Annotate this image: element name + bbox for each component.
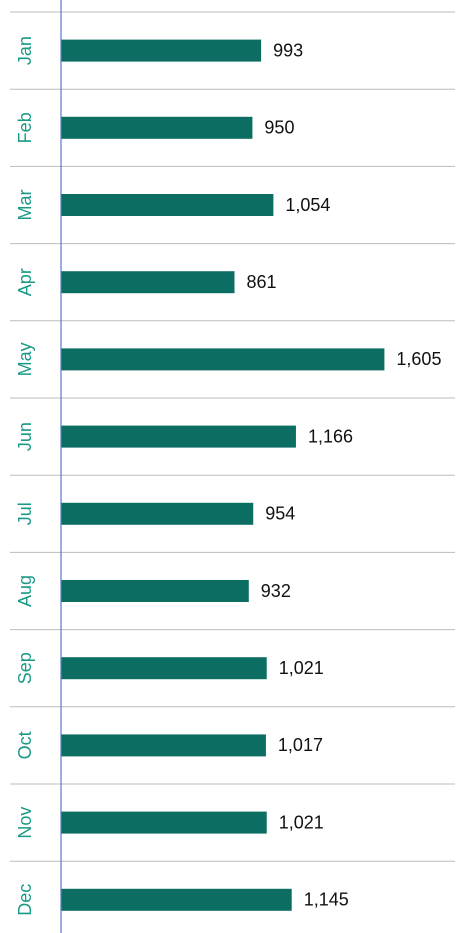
bar bbox=[61, 348, 385, 371]
value-label: 1,145 bbox=[304, 890, 349, 910]
value-label: 1,017 bbox=[278, 735, 323, 755]
category-label: Nov bbox=[15, 807, 35, 839]
value-label: 1,605 bbox=[396, 349, 441, 369]
category-label: May bbox=[15, 342, 35, 376]
value-label: 1,021 bbox=[279, 658, 324, 678]
value-label: 950 bbox=[264, 118, 294, 138]
bar bbox=[61, 39, 262, 62]
bar bbox=[61, 194, 274, 216]
bar bbox=[61, 734, 266, 757]
category-label: Jun bbox=[15, 422, 35, 451]
value-label: 1,021 bbox=[279, 812, 324, 832]
value-label: 1,054 bbox=[285, 195, 330, 215]
category-label: Sep bbox=[15, 652, 35, 684]
bar bbox=[61, 580, 249, 602]
category-label: Dec bbox=[15, 884, 35, 916]
bar bbox=[61, 116, 253, 139]
category-label: Apr bbox=[15, 268, 35, 296]
category-label: Aug bbox=[15, 575, 35, 607]
category-label: Mar bbox=[15, 189, 35, 220]
category-label: Feb bbox=[15, 112, 35, 143]
category-label: Oct bbox=[15, 731, 35, 759]
category-label: Jul bbox=[15, 502, 35, 525]
bar bbox=[61, 888, 292, 911]
category-label: Jan bbox=[15, 36, 35, 65]
bar bbox=[61, 657, 267, 680]
bar bbox=[61, 811, 267, 834]
value-label: 993 bbox=[273, 40, 303, 60]
bar bbox=[61, 425, 296, 448]
value-label: 861 bbox=[246, 272, 276, 292]
bar bbox=[61, 502, 254, 525]
bar bbox=[61, 271, 235, 294]
value-label: 1,166 bbox=[308, 426, 353, 446]
value-label: 954 bbox=[265, 504, 295, 524]
value-label: 932 bbox=[261, 581, 291, 601]
